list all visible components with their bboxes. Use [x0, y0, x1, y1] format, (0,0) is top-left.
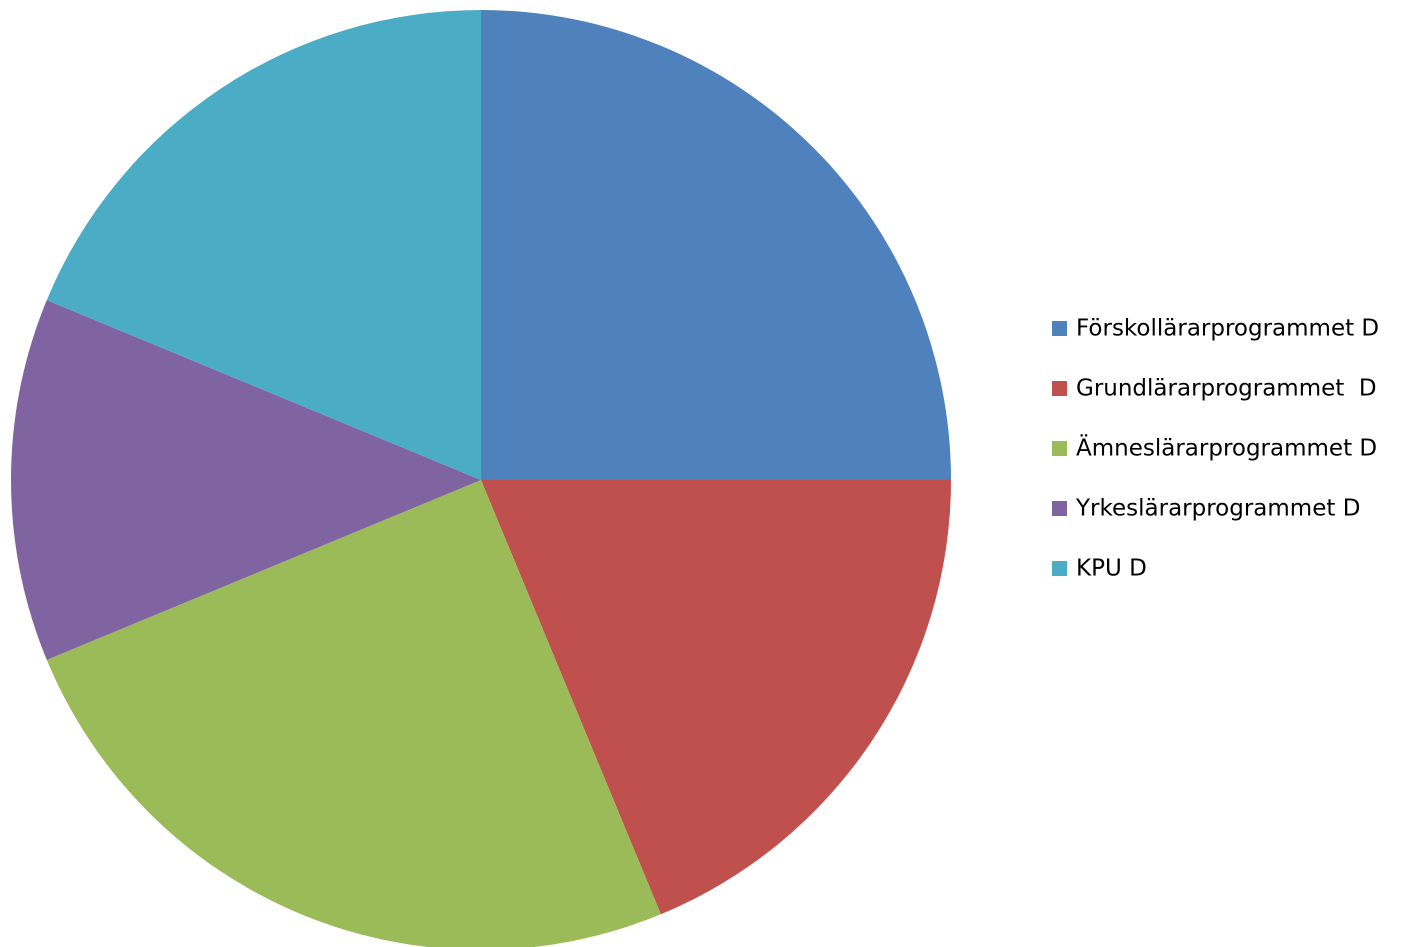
legend-swatch: [1052, 561, 1067, 576]
legend-swatch: [1052, 381, 1067, 396]
legend-label: Grundlärarprogrammet D: [1076, 376, 1377, 402]
legend-swatch: [1052, 321, 1067, 336]
pie-slice: [10, 300, 482, 660]
legend-label: KPU D: [1076, 556, 1147, 582]
legend-label: Ämneslärarprogrammet D: [1076, 434, 1377, 462]
pie-slice: [481, 480, 951, 915]
legend-label: Yrkeslärarprogrammet D: [1075, 496, 1360, 522]
pie-slice: [481, 10, 951, 480]
pie-slice: [46, 10, 482, 480]
legend-label: Förskollärarprogrammet D: [1076, 316, 1379, 342]
legend-swatch: [1052, 441, 1067, 456]
pie-slice: [46, 480, 661, 947]
legend-swatch: [1052, 501, 1067, 516]
